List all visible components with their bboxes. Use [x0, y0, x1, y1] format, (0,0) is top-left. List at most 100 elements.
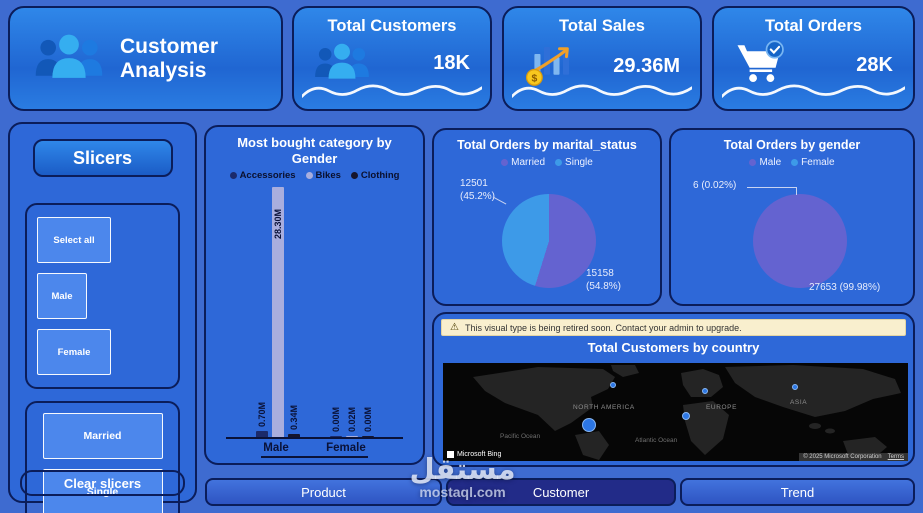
legend-label: Single	[565, 157, 593, 168]
legend-item-single[interactable]: Single	[555, 157, 593, 168]
slicer-female[interactable]: Female	[37, 329, 111, 375]
legend-label: Female	[801, 157, 835, 168]
map-label-north-america: NORTH AMERICA	[573, 404, 635, 411]
map-attribution: © 2025 Microsoft Corporation Terms	[799, 453, 908, 461]
bar-slot: 0.70M	[255, 189, 268, 438]
map-label-pacific-ocean: Pacific Ocean	[500, 433, 541, 440]
cart-check-icon	[734, 40, 786, 90]
bar-chart-legend: Accessories Bikes Clothing	[206, 170, 423, 181]
slicer-male[interactable]: Male	[37, 273, 87, 319]
kpi-label: Total Orders	[765, 17, 862, 35]
bar-value-label: 0.00M	[330, 407, 341, 433]
pie-callout-male: 27653 (99.98%)	[809, 282, 881, 293]
bar-plot: 0.70M 28.30M 0.34M 0.00M 0.02M 0.00M	[226, 187, 403, 440]
legend-dot	[350, 172, 358, 180]
kpi-label: Total Sales	[559, 17, 645, 35]
terms-link[interactable]: Terms	[887, 454, 904, 460]
bar-group-male: 0.70M 28.30M 0.34M	[255, 187, 300, 438]
pie-gender-legend: Male Female	[671, 157, 913, 168]
slicer-select-all[interactable]: Select all	[37, 217, 111, 263]
warning-text: This visual type is being retired soon. …	[464, 322, 742, 333]
world-map-graphic	[473, 365, 901, 460]
legend-dot	[501, 159, 509, 166]
gender-slicer-group: Select all Male Female	[25, 203, 180, 389]
pie-marital-legend: Married Single	[434, 157, 660, 168]
tab-customer[interactable]: Customer	[446, 478, 676, 506]
map-label-asia: ASIA	[790, 399, 808, 406]
bar-slot: 28.30M	[271, 187, 284, 438]
legend-label: Male	[759, 157, 782, 168]
pie-marital-title: Total Orders by marital_status	[457, 138, 637, 152]
map-title: Total Customers by country	[587, 340, 760, 355]
slicers-panel: Slicers Select all Male Female Married S…	[8, 122, 197, 513]
wave-decoration	[302, 84, 482, 98]
pie-marital-chart[interactable]	[502, 194, 596, 288]
bar-chart-panel: Most bought category by Gender Accessori…	[204, 125, 425, 465]
bar-slot: 0.02M	[345, 189, 358, 438]
legend-label: Bikes	[315, 170, 341, 182]
kpi-card-total-orders: Total Orders 28K	[712, 6, 915, 111]
kpi-card-total-customers: Total Customers 18K	[292, 6, 492, 111]
kpi-card-total-sales: Total Sales $ 29.36M	[502, 6, 702, 111]
axis-underline	[261, 456, 368, 459]
pie-gender-panel: Total Orders by gender Male Female 6 (0.0…	[669, 128, 915, 306]
bar-female-accessories[interactable]	[329, 436, 342, 438]
slicer-married[interactable]: Married	[42, 413, 163, 459]
legend-item-married[interactable]: Married	[501, 157, 545, 168]
map-panel: ⚠ This visual type is being retired soon…	[432, 312, 915, 467]
bar-value-label: 28.30M	[272, 209, 283, 240]
warning-icon: ⚠	[450, 321, 459, 333]
bing-icon	[447, 451, 454, 458]
bing-logo: Microsoft Bing	[447, 451, 501, 458]
legend-label: Married	[511, 157, 546, 168]
legend-item-accessories[interactable]: Accessories	[229, 170, 296, 182]
bar-value-label: 0.70M	[256, 402, 267, 428]
clear-slicers-button[interactable]: Clear slicers	[20, 470, 185, 496]
bar-group-female: 0.00M 0.02M 0.00M	[329, 189, 374, 438]
wave-decoration	[512, 84, 692, 98]
bing-label: Microsoft Bing	[457, 451, 502, 458]
legend-dot	[791, 159, 799, 166]
tab-product[interactable]: Product	[205, 478, 442, 506]
svg-text:$: $	[532, 73, 538, 84]
bar-value-label: 0.02M	[346, 407, 357, 433]
map-label-europe: EUROPE	[706, 404, 738, 411]
pie-gender-chart[interactable]	[753, 194, 847, 288]
pie-marital-panel: Total Orders by marital_status Married Si…	[432, 128, 662, 306]
people-icon	[34, 30, 104, 87]
world-map[interactable]: NORTH AMERICA EUROPE ASIA Pacific Ocean …	[443, 363, 908, 461]
pie-callout-female: 6 (0.02%)	[693, 180, 737, 191]
bar-female-bikes[interactable]	[345, 436, 358, 438]
bar-value-label: 0.00M	[362, 407, 373, 433]
legend-item-female[interactable]: Female	[791, 157, 835, 168]
bar-male-bikes[interactable]	[271, 187, 284, 438]
kpi-value: 29.36M	[613, 54, 680, 77]
legend-label: Accessories	[239, 170, 296, 182]
copyright-text: © 2025 Microsoft Corporation	[803, 454, 882, 460]
axis-category-female: Female	[326, 442, 366, 455]
bar-chart-title: Most bought category by Gender	[237, 135, 392, 166]
legend-dot	[749, 159, 757, 166]
slicers-heading: Slicers	[32, 139, 173, 177]
bar-slot: 0.00M	[329, 189, 342, 438]
bar-male-clothing[interactable]	[287, 434, 300, 438]
legend-item-bikes[interactable]: Bikes	[305, 170, 341, 182]
wave-decoration	[722, 84, 905, 98]
pie-callout-single: 12501 (45.2%)	[460, 178, 496, 202]
bar-male-accessories[interactable]	[255, 431, 268, 438]
kpi-value: 18K	[433, 52, 470, 74]
retirement-warning-banner: ⚠ This visual type is being retired soon…	[441, 319, 906, 336]
bar-slot: 0.34M	[287, 189, 300, 438]
tab-trend[interactable]: Trend	[680, 478, 915, 506]
sales-chart-icon: $	[524, 40, 576, 92]
legend-label: Clothing	[360, 170, 400, 182]
callout-leader-line	[747, 187, 797, 195]
bar-female-clothing[interactable]	[361, 436, 374, 438]
bar-category-axis: Male Female	[226, 442, 403, 454]
legend-item-clothing[interactable]: Clothing	[350, 170, 400, 182]
kpi-label: Total Customers	[327, 17, 457, 35]
legend-item-male[interactable]: Male	[749, 157, 781, 168]
title-card: Customer Analysis	[8, 6, 283, 111]
bar-value-label: 0.34M	[288, 405, 299, 431]
